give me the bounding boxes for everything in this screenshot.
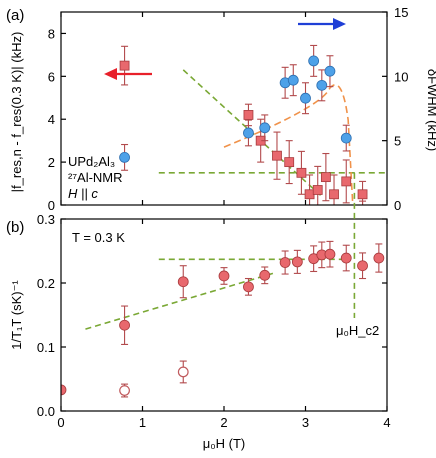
- panel-b-label: (b): [6, 219, 24, 236]
- circle-point: [259, 122, 271, 134]
- circle-point: [287, 74, 299, 86]
- square-point: [320, 172, 331, 183]
- circle-point: [119, 151, 130, 163]
- circle-point: [340, 132, 352, 144]
- x-tick-label: 3: [302, 415, 309, 430]
- x-tick-label: 1: [139, 415, 146, 430]
- panel-a-left-tick-label: 0: [48, 198, 55, 213]
- rate-point: [259, 269, 271, 281]
- circle-point: [300, 92, 311, 104]
- panel-b-guides: [85, 258, 347, 330]
- square-point: [341, 176, 352, 187]
- circle-point: [243, 127, 254, 139]
- square-point: [243, 110, 254, 120]
- panel-a-label: (a): [6, 7, 24, 24]
- circle-point: [358, 206, 368, 216]
- open-rate-point: [177, 366, 189, 378]
- panel-a-right-axis-title: δFWHM (kHz): [425, 69, 436, 151]
- rate-point: [119, 319, 130, 331]
- circle-point: [316, 79, 328, 91]
- panel-b-marks: [61, 240, 385, 398]
- x-tick-label: 2: [220, 415, 227, 430]
- rate-point: [291, 256, 303, 268]
- square-point: [304, 189, 315, 200]
- x-tick-label: 0: [57, 415, 64, 430]
- square-point: [296, 167, 307, 178]
- rate-point: [340, 252, 352, 264]
- sample-annotation-line-1: UPd₂Al₃: [68, 154, 115, 169]
- panel-b-y-tick-label: 0.2: [37, 276, 55, 291]
- panel-b-y-tick-label: 0.0: [37, 404, 55, 419]
- rate-point: [324, 248, 336, 260]
- rate-point: [279, 257, 291, 268]
- x-tick-label: 4: [383, 415, 390, 430]
- panel-a-left-tick-label: 6: [48, 69, 55, 84]
- square-point: [272, 150, 282, 161]
- hc2-label: μ₀H_c2: [336, 323, 379, 338]
- circle-point: [308, 55, 320, 67]
- panel-a-guides: [158, 69, 387, 205]
- panel-b-y-tick-label: 0.3: [37, 212, 55, 227]
- rate-point: [177, 276, 189, 288]
- panel-a-left-tick-label: 8: [48, 26, 55, 41]
- panel-a-right-tick-label: 5: [394, 134, 401, 149]
- rate-point: [61, 384, 67, 396]
- panel-b-ticks: 0 1 2 3 4 0.0 0.1 0.2 0.3: [37, 212, 391, 430]
- sample-annotation-line-2: ²⁷Al-NMR: [68, 170, 123, 185]
- width-guide-curve: [223, 84, 354, 205]
- left-axis-arrow: [104, 68, 152, 80]
- square-point: [329, 189, 339, 200]
- rate-point: [243, 281, 254, 293]
- panel-b-y-tick-label: 0.1: [37, 340, 55, 355]
- right-axis-arrow: [298, 18, 346, 30]
- panel-a-left-tick-label: 2: [48, 155, 55, 170]
- linear-guide-line: [85, 272, 274, 330]
- panel-a-marks: [119, 44, 368, 216]
- square-point: [357, 189, 368, 200]
- panel-a-frame: [60, 11, 388, 206]
- square-point: [284, 157, 295, 168]
- panel-a-left-axis-title: |f_res,n - f_res(0.3 K)| (kHz): [9, 32, 24, 193]
- open-rate-point: [119, 385, 130, 396]
- panel-b-axis-title: 1/T₁T (sK)⁻¹: [9, 280, 24, 350]
- rate-point: [357, 260, 368, 272]
- rate-point: [218, 270, 230, 282]
- panel-a: 0 2 4 6 8 0 5 10 15 |f_res,n - f_res(0.3 K)| (kH…: [9, 5, 436, 216]
- x-axis-title: μ₀H (T): [203, 436, 246, 451]
- square-point: [119, 60, 130, 71]
- square-point: [312, 185, 323, 195]
- sample-annotation-line-3: H || c: [68, 186, 98, 201]
- panel-b: 0 1 2 3 4 0.0 0.1 0.2 0.3 1/T₁T (sK)⁻¹ T = 0.3 K…: [9, 212, 391, 430]
- panel-a-right-tick-label: 0: [394, 198, 401, 213]
- panel-b-frame: [60, 218, 388, 412]
- rate-point: [373, 252, 385, 264]
- panel-a-right-tick-label: 10: [394, 69, 408, 84]
- panel-a-left-tick-label: 4: [48, 112, 55, 127]
- panel-b-condition-label: T = 0.3 K: [72, 230, 125, 245]
- panel-a-right-tick-label: 15: [394, 5, 408, 20]
- circle-point: [324, 65, 336, 77]
